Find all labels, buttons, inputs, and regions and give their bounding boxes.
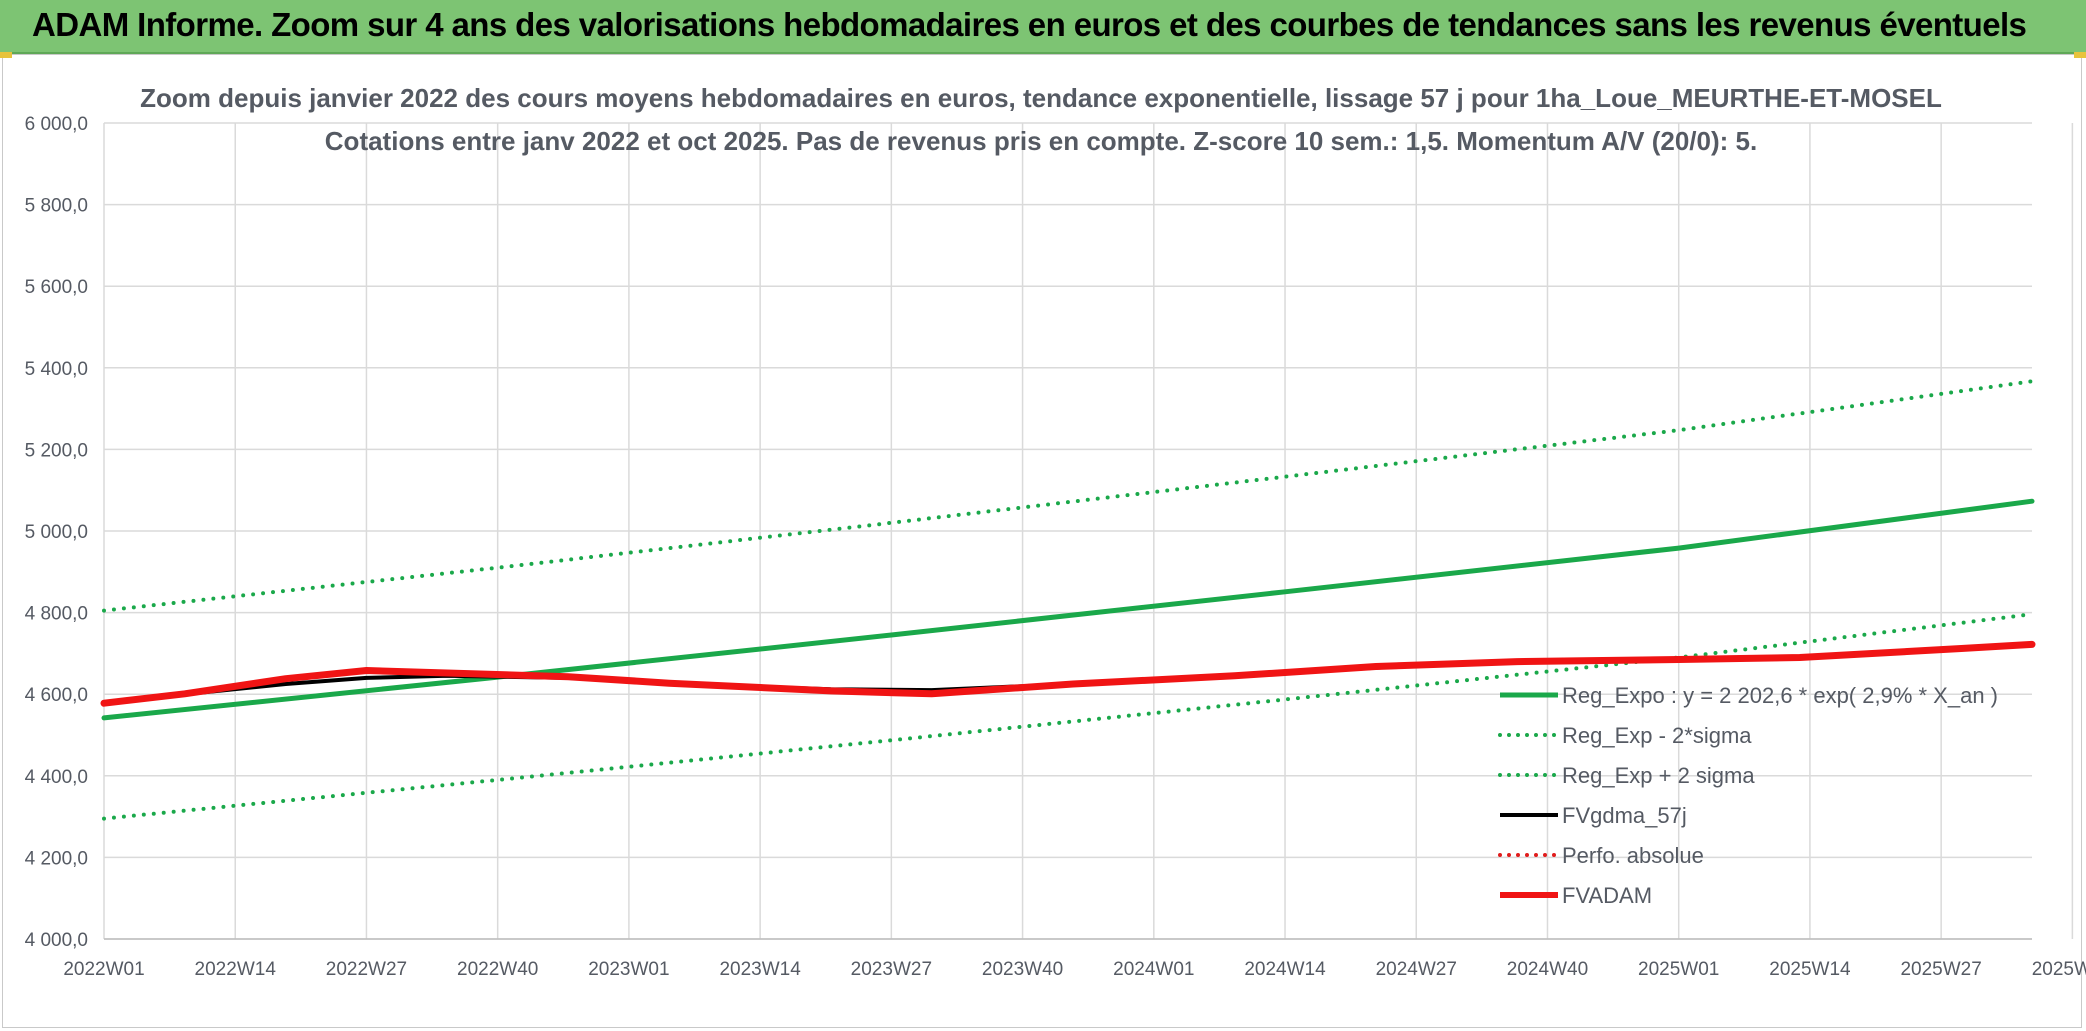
x-tick-label: 2025W14 (1769, 959, 1851, 980)
series-line-2 (102, 379, 2034, 613)
x-tick-label: 2024W27 (1376, 959, 1457, 980)
series-line-1 (102, 612, 2034, 821)
chart-title-line1: Zoom depuis janvier 2022 des cours moyen… (140, 83, 1942, 113)
series-line-5 (100, 640, 2036, 707)
x-tick-label: 2023W27 (851, 959, 932, 980)
x-tick-label: 2024W01 (1113, 959, 1194, 980)
legend-label: Perfo. absolue (1562, 843, 1704, 868)
series-line-0 (101, 498, 2035, 721)
y-tick-label: 4 400,0 (25, 767, 88, 788)
x-tick-label: 2023W40 (982, 959, 1063, 980)
y-tick-label: 4 600,0 (25, 685, 88, 706)
header-bar: ADAM Informe. Zoom sur 4 ans des valoris… (0, 0, 2086, 54)
y-tick-label: 5 800,0 (25, 196, 88, 217)
corner-marker-right (2074, 52, 2086, 58)
y-tick-label: 5 400,0 (25, 359, 88, 380)
x-tick-label: 2023W14 (719, 959, 801, 980)
chart-title-line2: Cotations entre janv 2022 et oct 2025. P… (325, 126, 1757, 156)
y-tick-label: 5 600,0 (25, 277, 88, 298)
axis-layer: 4 000,0 4 200,0 4 400,0 4 600,0 4 800,0 5 000… (25, 114, 2086, 980)
x-tick-label: 2022W14 (195, 959, 277, 980)
x-tick-label: 2025W27 (1900, 959, 1981, 980)
x-tick-label: 2024W40 (1507, 959, 1588, 980)
y-tick-label: 4 200,0 (25, 848, 88, 869)
chart-frame (2, 54, 2082, 1028)
legend-label: FVADAM (1562, 883, 1652, 908)
corner-marker-left (0, 52, 12, 58)
x-tick-label: 2025W40 (2032, 959, 2086, 980)
x-tick-label: 2022W40 (457, 959, 538, 980)
x-tick-label: 2023W01 (588, 959, 669, 980)
x-tick-label: 2024W14 (1244, 959, 1326, 980)
x-tick-label: 2022W01 (63, 959, 144, 980)
legend-label: Reg_Expo : y = 2 202,6 * exp( 2,9% * X_a… (1562, 683, 1998, 708)
series-layer (100, 379, 2036, 821)
legend: Reg_Expo : y = 2 202,6 * exp( 2,9% * X_a… (1498, 683, 1998, 908)
x-tick-label: 2022W27 (326, 959, 407, 980)
y-tick-label: 4 800,0 (25, 604, 88, 625)
y-tick-label: 5 200,0 (25, 440, 88, 461)
legend-label: Reg_Exp - 2*sigma (1562, 723, 1752, 748)
y-tick-label: 4 000,0 (25, 930, 88, 951)
legend-label: Reg_Exp + 2 sigma (1562, 763, 1755, 788)
y-tick-label: 5 000,0 (25, 522, 88, 543)
header-title: ADAM Informe. Zoom sur 4 ans des valoris… (32, 6, 2027, 43)
legend-label: FVgdma_57j (1562, 803, 1687, 828)
x-tick-label: 2025W01 (1638, 959, 1719, 980)
grid-layer (103, 122, 2074, 940)
y-tick-label: 6 000,0 (25, 114, 88, 135)
